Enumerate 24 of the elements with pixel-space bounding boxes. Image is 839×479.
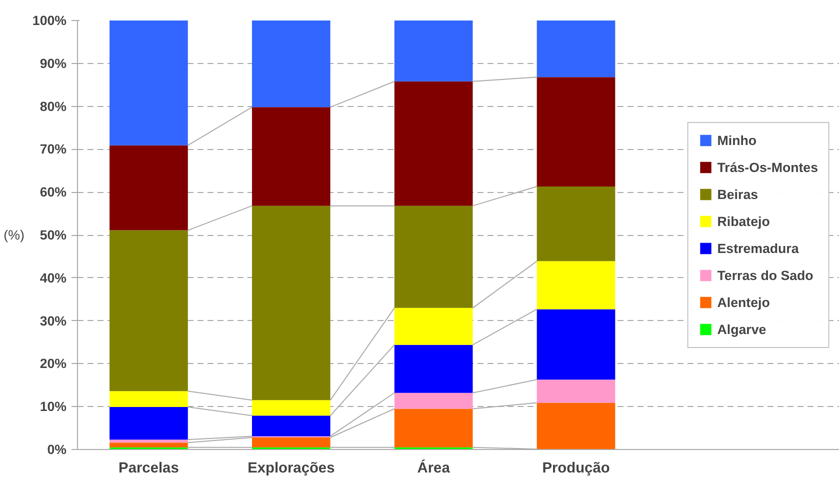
legend-label: Estremadura: [717, 240, 799, 256]
legend-label: Trás-Os-Montes: [717, 160, 818, 174]
y-tick-label: 40%: [40, 270, 67, 286]
x-tick-label: Produção: [542, 460, 610, 476]
legend-label: Algarve: [717, 322, 766, 336]
y-tick-label: 0%: [47, 442, 67, 457]
y-tick-label: 60%: [40, 184, 67, 200]
x-tick-label: Área: [417, 460, 451, 476]
y-tick-label: 20%: [40, 356, 67, 372]
legend-label: Minho: [717, 132, 756, 148]
legend-label: Ribatejo: [717, 214, 770, 228]
y-tick-label: 100%: [32, 13, 67, 28]
y-tick-label: 90%: [40, 56, 67, 71]
y-tick-label: 70%: [40, 142, 67, 157]
legend-label: Beiras: [717, 186, 758, 202]
y-tick-label: 10%: [40, 399, 67, 414]
legend-label: Terras do Sado: [717, 268, 814, 282]
x-tick-label: Explorações: [248, 460, 335, 476]
y-axis-title: (%): [4, 228, 24, 242]
legend-label: Alentejo: [717, 294, 770, 310]
x-tick-label: Parcelas: [118, 460, 179, 476]
y-tick-label: 50%: [40, 228, 67, 242]
y-tick-label: 80%: [40, 98, 67, 114]
y-tick-label: 30%: [40, 313, 67, 328]
